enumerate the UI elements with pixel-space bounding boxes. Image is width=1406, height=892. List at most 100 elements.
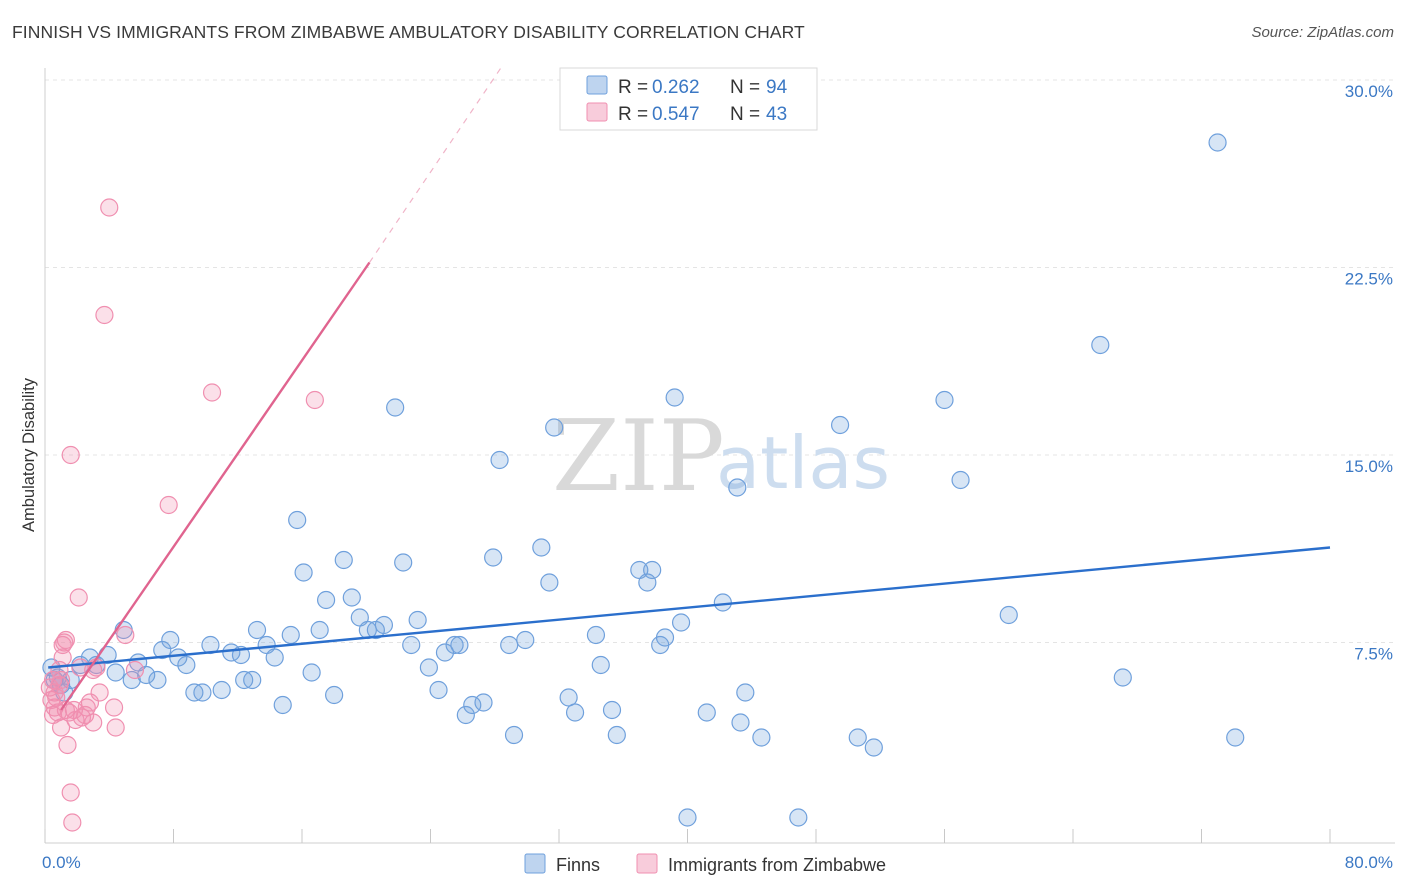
- finns-point: [1091, 335, 1110, 355]
- bottom-legend-zimbabwe-label: Immigrants from Zimbabwe: [668, 855, 886, 875]
- finns-point: [736, 683, 755, 702]
- finns-point: [302, 663, 321, 682]
- finns-point: [450, 635, 469, 655]
- finns-point: [122, 670, 141, 690]
- finns-point: [374, 615, 394, 635]
- zimbabwe-point: [95, 305, 114, 325]
- finns-point: [456, 705, 475, 725]
- legend-finns-r-value: 0.262: [652, 77, 700, 98]
- finns-point: [545, 418, 564, 437]
- legend-zimbabwe-n-value: 43: [766, 104, 787, 125]
- y-tick-label-2: 22.5%: [1345, 270, 1393, 289]
- zimbabwe-point: [90, 683, 109, 702]
- zimbabwe-point: [58, 735, 77, 755]
- finns-point: [500, 635, 519, 655]
- y-tick-label-3: 30.0%: [1345, 82, 1393, 101]
- finns-point: [445, 635, 464, 655]
- x-tick-label-0: 0.0%: [42, 853, 81, 872]
- finns-point: [161, 630, 180, 650]
- zimbabwe-trend-line: [60, 261, 371, 711]
- zimbabwe-point: [56, 630, 75, 650]
- finns-point: [386, 398, 405, 417]
- zimbabwe-point: [104, 698, 124, 717]
- finns-point: [607, 725, 626, 745]
- legend-box: [559, 67, 818, 131]
- finns-point: [435, 643, 455, 662]
- bottom-legend: Finns Immigrants from Zimbabwe: [524, 853, 886, 875]
- finns-point: [864, 738, 883, 757]
- finns-point: [602, 700, 622, 720]
- finns-point: [294, 563, 313, 582]
- finns-point: [243, 670, 262, 690]
- y-tick-label-0: 7.5%: [1354, 645, 1393, 664]
- finns-point: [671, 613, 691, 632]
- finns-point: [935, 390, 954, 410]
- finns-point: [643, 560, 662, 580]
- finns-point: [316, 590, 336, 610]
- finns-point: [419, 658, 438, 677]
- finns-point: [342, 588, 361, 607]
- legend-finns-n-label: N =: [730, 77, 760, 98]
- zimbabwe-point: [106, 718, 125, 737]
- zimbabwe-point: [100, 198, 119, 217]
- finns-point: [273, 695, 292, 715]
- zimbabwe-point: [51, 670, 71, 690]
- tick-labels: 7.5% 15.0% 22.5% 30.0% 0.0% 80.0%: [42, 82, 1393, 872]
- finns-point: [728, 478, 747, 497]
- y-tick-label-1: 15.0%: [1345, 457, 1393, 476]
- zimbabwe-points: [40, 198, 324, 832]
- finns-point: [559, 688, 578, 707]
- finns-point: [591, 655, 610, 675]
- finns-point: [334, 550, 353, 570]
- finns-point: [1113, 668, 1132, 687]
- legend-zimbabwe-swatch: [586, 102, 608, 122]
- finns-point: [586, 625, 606, 645]
- finns-point: [212, 680, 231, 700]
- finns-point: [655, 628, 675, 647]
- zimbabwe-trend-extension: [368, 67, 502, 263]
- finns-point: [678, 808, 697, 827]
- zimbabwe-point: [125, 660, 145, 680]
- finns-trend-line: [48, 546, 1331, 669]
- finns-point: [951, 470, 970, 490]
- finns-point: [429, 680, 448, 700]
- zimbabwe-point: [80, 693, 100, 712]
- zimbabwe-point: [116, 625, 135, 645]
- finns-point: [463, 695, 482, 715]
- zimbabwe-point: [72, 708, 92, 727]
- zimbabwe-point: [202, 383, 222, 402]
- finns-point: [999, 605, 1018, 625]
- finns-point: [789, 808, 808, 827]
- finns-point: [484, 548, 503, 567]
- bottom-legend-finns-label: Finns: [556, 855, 600, 875]
- finns-point: [504, 725, 524, 745]
- x-tick-label-1: 80.0%: [1345, 853, 1393, 872]
- finns-point: [516, 630, 535, 650]
- zimbabwe-point: [61, 445, 80, 465]
- finns-point: [177, 655, 196, 675]
- legend-finns-swatch: [586, 75, 608, 95]
- legend-zimbabwe-r-label: R =: [618, 104, 648, 125]
- zimbabwe-point: [84, 713, 103, 732]
- top-legend: R = 0.262 N = 94 R = 0.547 N = 43: [559, 67, 818, 131]
- zimbabwe-point: [305, 390, 324, 410]
- finns-point: [731, 713, 750, 732]
- finns-point: [106, 663, 125, 682]
- zimbabwe-point: [63, 813, 82, 832]
- finns-point: [148, 670, 167, 690]
- finns-point: [288, 510, 307, 530]
- zimbabwe-point: [51, 718, 71, 737]
- finns-point: [752, 728, 771, 747]
- watermark-zip: ZIP: [552, 400, 725, 514]
- finns-point: [697, 703, 716, 722]
- bottom-legend-finns-swatch: [524, 853, 546, 874]
- finns-point: [325, 685, 344, 705]
- legend-zimbabwe-r-value: 0.547: [652, 104, 700, 125]
- finns-point: [665, 388, 684, 407]
- zimbabwe-point: [159, 495, 178, 515]
- finns-point: [408, 610, 427, 630]
- finns-point: [565, 703, 585, 722]
- finns-point: [394, 553, 413, 572]
- finns-point: [310, 620, 329, 640]
